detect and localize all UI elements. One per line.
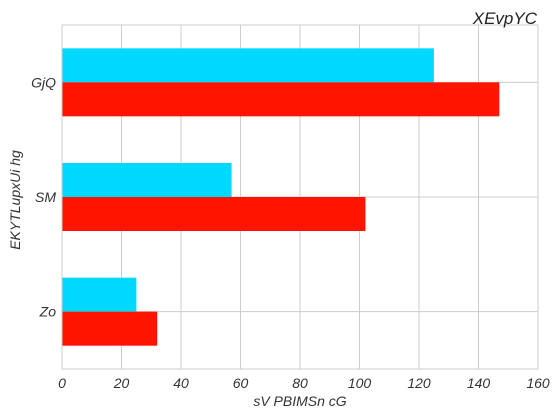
bar-series2-gjq — [62, 82, 500, 117]
x-tick-label: 40 — [173, 375, 189, 391]
x-tick-label: 60 — [233, 375, 249, 391]
x-tick-label: 0 — [58, 375, 66, 391]
bar-series1-gjq — [62, 48, 434, 83]
y-axis-title: EKYTLupxUi hg — [7, 150, 23, 250]
x-tick-label: 140 — [467, 375, 491, 391]
x-tick-label: 20 — [113, 375, 130, 391]
bar-series2-sm — [62, 197, 366, 231]
plot-frame — [61, 24, 539, 370]
x-axis-title: sV PBIMSn cG — [253, 393, 346, 409]
y-tick-label: Zo — [39, 304, 57, 320]
y-tick-label: SM — [35, 189, 56, 205]
bar-series2-zo — [62, 311, 158, 346]
x-tick-label: 160 — [526, 375, 550, 391]
bars — [62, 48, 500, 346]
y-tick-labels: Zo SM GjQ — [31, 74, 56, 319]
x-tick-label: 120 — [407, 375, 431, 391]
bar-series1-zo — [62, 277, 137, 312]
x-tick-label: 100 — [348, 375, 372, 391]
chart-title: XEvpYC — [472, 9, 538, 28]
x-tick-labels: 0 20 40 60 80 100 120 140 160 — [58, 375, 550, 391]
y-tick-label: GjQ — [31, 74, 56, 90]
x-tick-label: 80 — [292, 375, 308, 391]
bar-series1-sm — [62, 163, 232, 197]
